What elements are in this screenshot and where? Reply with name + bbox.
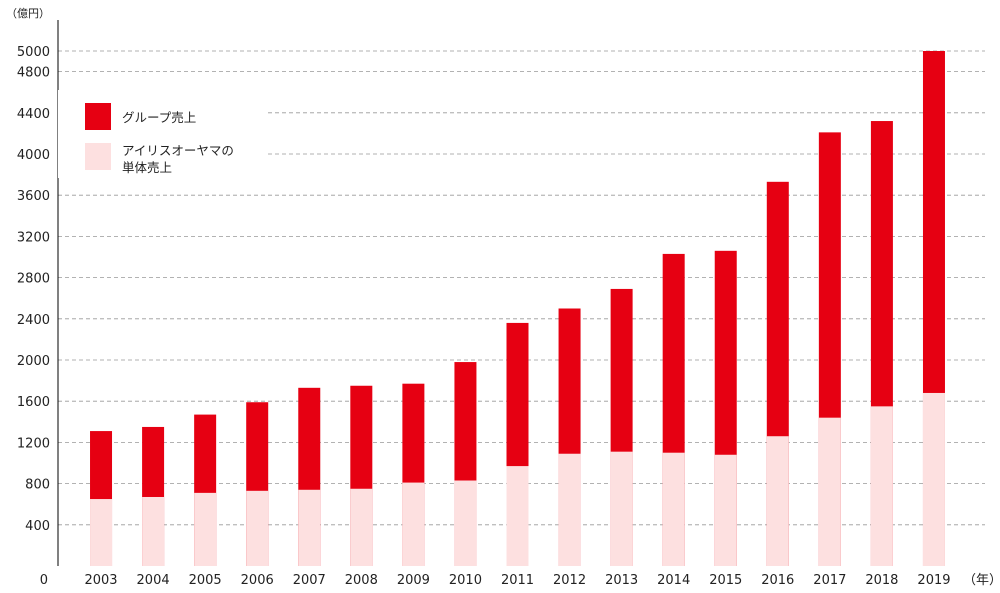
bar-iris-ohyama-sales-2006 — [246, 490, 269, 566]
legend-label-group-sales: グループ売上 — [122, 110, 196, 125]
x-axis-unit-label: （年） — [963, 573, 1000, 588]
y-tick-label: 4400 — [17, 107, 50, 122]
bar-iris-ohyama-sales-2011 — [506, 466, 529, 566]
legend-swatch-group-sales — [85, 103, 111, 130]
legend: グループ売上 アイリスオーヤマの 単体売上 — [58, 90, 266, 178]
x-tick-label: 2012 — [553, 573, 586, 588]
y-tick-labels: 0 400 800 1200 1600 2000 2400 2800 3200 3600 4000 4… — [17, 45, 50, 588]
y-tick-label: 5000 — [17, 45, 50, 60]
legend-label-iris-ohyama-line2: 単体売上 — [122, 160, 172, 175]
bar-iris-ohyama-sales-2009 — [402, 482, 425, 566]
y-tick-label: 4800 — [17, 66, 50, 81]
bar-iris-ohyama-sales-2016 — [766, 436, 789, 566]
bar-iris-ohyama-sales-2018 — [870, 406, 893, 566]
bar-iris-ohyama-sales-2010 — [454, 480, 477, 566]
bar-iris-ohyama-sales-2007 — [298, 489, 321, 566]
bar-iris-ohyama-sales-2017 — [818, 417, 841, 566]
x-tick-label: 2015 — [709, 573, 742, 588]
y-tick-label: 1200 — [17, 436, 50, 451]
x-tick-label: 2004 — [137, 573, 170, 588]
bar-iris-ohyama-sales-2013 — [610, 451, 633, 566]
x-tick-label: 2011 — [501, 573, 534, 588]
y-tick-label: 400 — [25, 519, 50, 534]
y-tick-label: 2400 — [17, 313, 50, 328]
y-tick-label: 3200 — [17, 230, 50, 245]
x-tick-label: 2009 — [397, 573, 430, 588]
y-tick-label: 800 — [25, 478, 50, 493]
x-tick-label: 2014 — [657, 573, 690, 588]
x-tick-label: 2018 — [865, 573, 898, 588]
bar-iris-ohyama-sales-2008 — [350, 488, 373, 566]
y-tick-label: 2000 — [17, 354, 50, 369]
bar-iris-ohyama-sales-2015 — [714, 454, 737, 566]
x-tick-label: 2003 — [84, 573, 117, 588]
x-tick-label: 2008 — [345, 573, 378, 588]
x-tick-label: 2017 — [813, 573, 846, 588]
y-axis-unit-label: （億円） — [6, 7, 50, 20]
bar-iris-ohyama-sales-2004 — [142, 496, 165, 566]
y-tick-label: 3600 — [17, 189, 50, 204]
bar-iris-ohyama-sales-2005 — [194, 492, 217, 566]
y-tick-label: 1600 — [17, 395, 50, 410]
bar-iris-ohyama-sales-2012 — [558, 453, 581, 566]
y-tick-label: 0 — [40, 573, 48, 588]
bar-iris-ohyama-sales-2019 — [922, 392, 945, 566]
legend-label-iris-ohyama-line1: アイリスオーヤマの — [122, 143, 234, 158]
y-tick-label: 4000 — [17, 148, 50, 163]
x-tick-label: 2007 — [293, 573, 326, 588]
x-tick-label: 2019 — [917, 573, 950, 588]
bar-iris-ohyama-sales-2014 — [662, 452, 685, 566]
legend-swatch-iris-ohyama-sales — [85, 143, 111, 170]
x-tick-label: 2010 — [449, 573, 482, 588]
bar-iris-ohyama-sales-2003 — [90, 499, 113, 566]
x-tick-label: 2005 — [189, 573, 222, 588]
x-tick-label: 2006 — [241, 573, 274, 588]
y-tick-label: 2800 — [17, 272, 50, 287]
x-tick-label: 2016 — [761, 573, 794, 588]
bars — [90, 51, 945, 566]
x-tick-label: 2013 — [605, 573, 638, 588]
x-tick-labels: 2003 2004 2005 2006 2007 2008 2009 2010 2011 2012… — [84, 573, 950, 588]
